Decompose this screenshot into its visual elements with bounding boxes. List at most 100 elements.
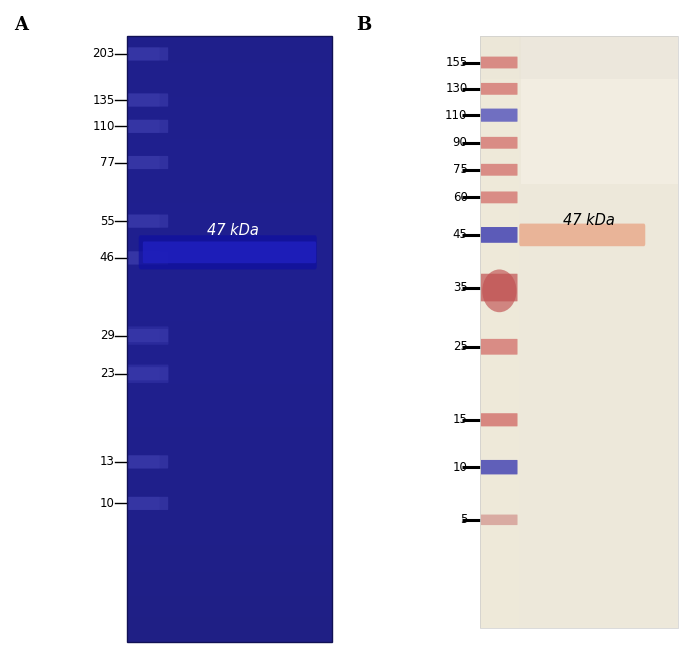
Bar (127, 530, 332, 532)
Bar (127, 199, 332, 203)
Bar (127, 481, 332, 484)
Bar (127, 345, 332, 348)
Bar (127, 178, 332, 182)
Bar (127, 384, 332, 388)
Bar (127, 169, 332, 172)
Bar (127, 318, 332, 320)
Bar (127, 121, 332, 124)
Bar (127, 539, 332, 542)
Bar (479, 36, 678, 79)
Bar (127, 418, 332, 420)
FancyBboxPatch shape (128, 329, 168, 342)
Bar (127, 388, 332, 390)
FancyBboxPatch shape (128, 93, 168, 107)
FancyBboxPatch shape (481, 339, 518, 355)
Bar (127, 620, 332, 623)
Bar (127, 463, 332, 466)
FancyBboxPatch shape (481, 164, 518, 176)
Bar (127, 215, 332, 218)
FancyBboxPatch shape (128, 367, 160, 380)
Text: 55: 55 (100, 215, 114, 228)
Bar (127, 230, 332, 233)
Bar (127, 509, 332, 511)
Bar (127, 599, 332, 602)
Bar (127, 542, 332, 545)
Bar (127, 66, 332, 70)
Bar (127, 57, 332, 61)
Bar (127, 191, 332, 193)
Bar (127, 499, 332, 502)
Bar (127, 632, 332, 636)
Bar (127, 70, 332, 72)
FancyBboxPatch shape (481, 57, 518, 68)
Bar (127, 545, 332, 547)
Bar (521, 36, 678, 184)
FancyBboxPatch shape (481, 515, 518, 525)
Text: 47 kDa: 47 kDa (563, 213, 615, 228)
Bar (127, 76, 332, 78)
Bar (127, 572, 332, 575)
Text: 77: 77 (100, 156, 114, 169)
Bar (127, 557, 332, 560)
Bar (127, 457, 332, 460)
Bar (127, 193, 332, 197)
Text: B: B (356, 16, 371, 34)
FancyBboxPatch shape (481, 83, 518, 95)
Bar (127, 339, 332, 342)
Bar (127, 290, 332, 293)
Bar (127, 109, 332, 112)
Bar (127, 439, 332, 442)
Bar (127, 378, 332, 381)
Text: 23: 23 (100, 367, 114, 380)
Bar (127, 145, 332, 148)
Bar (127, 608, 332, 611)
Text: 90: 90 (453, 136, 467, 149)
Bar (127, 288, 332, 290)
FancyBboxPatch shape (519, 224, 645, 246)
Bar (127, 197, 332, 199)
Text: 60: 60 (453, 191, 467, 204)
Bar (127, 82, 332, 85)
Bar (479, 36, 678, 628)
Bar (127, 251, 332, 254)
Bar (127, 424, 332, 426)
Bar (127, 505, 332, 509)
Bar (127, 445, 332, 448)
Bar (127, 396, 332, 399)
Bar (127, 560, 332, 563)
Bar (127, 42, 332, 45)
Bar (127, 451, 332, 454)
FancyBboxPatch shape (128, 156, 160, 169)
Bar (127, 242, 332, 245)
Text: 10: 10 (453, 461, 467, 474)
Text: 15: 15 (453, 413, 467, 426)
Bar (127, 360, 332, 363)
Bar (127, 154, 332, 157)
Bar (127, 112, 332, 115)
Bar (127, 575, 332, 578)
Bar (127, 224, 332, 227)
FancyBboxPatch shape (127, 365, 169, 383)
Bar (127, 430, 332, 433)
Bar (127, 472, 332, 475)
FancyBboxPatch shape (127, 326, 169, 345)
Bar (127, 420, 332, 424)
Ellipse shape (482, 270, 516, 312)
Bar (127, 254, 332, 257)
Text: 10: 10 (100, 497, 114, 510)
Bar (127, 282, 332, 284)
Bar (127, 366, 332, 369)
Bar (127, 209, 332, 212)
Bar (127, 176, 332, 178)
Bar (127, 554, 332, 557)
Bar (127, 118, 332, 121)
Bar (127, 532, 332, 536)
Bar (127, 584, 332, 587)
Bar (127, 375, 332, 378)
Bar (127, 517, 332, 520)
Bar (127, 72, 332, 76)
Bar (127, 636, 332, 638)
Bar (127, 260, 332, 263)
Bar (127, 496, 332, 499)
Bar (127, 602, 332, 605)
